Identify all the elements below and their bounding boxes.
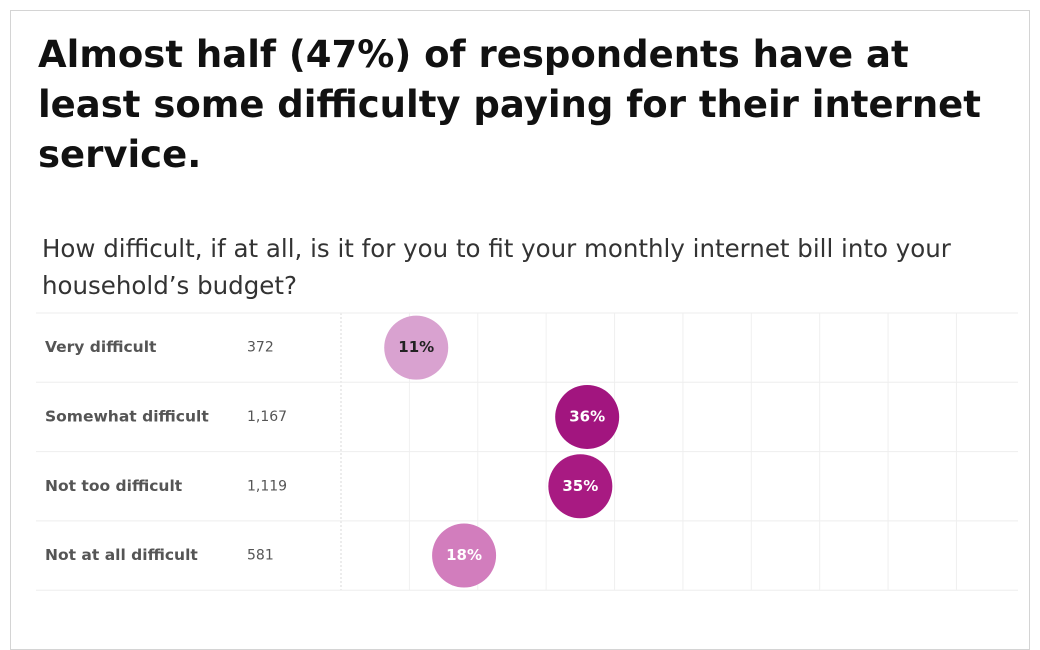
count-label: 581 — [247, 548, 274, 564]
page: Almost half (47%) of respondents have at… — [10, 10, 1030, 650]
category-label: Very difficult — [45, 338, 157, 356]
chart-title: Almost half (47%) of respondents have at… — [38, 33, 981, 176]
data-label: 11% — [398, 338, 434, 356]
dot — [384, 315, 449, 380]
dot — [432, 523, 497, 588]
category-label: Not at all difficult — [45, 546, 198, 564]
dot — [548, 454, 613, 519]
category-label: Somewhat difficult — [45, 407, 209, 425]
count-label: 1,119 — [247, 478, 287, 494]
data-label: 35% — [562, 477, 598, 495]
category-label: Not too difficult — [45, 477, 183, 495]
dot — [555, 384, 620, 449]
data-label: 18% — [446, 546, 482, 564]
count-label: 372 — [247, 340, 274, 356]
data-label: 36% — [569, 407, 605, 425]
count-label: 1,167 — [247, 409, 287, 425]
chart: Very difficult 372 11% Somewhat difficult 1,… — [36, 312, 1018, 591]
chart-subtitle: How difficult, if at all, is it for you … — [42, 234, 951, 300]
